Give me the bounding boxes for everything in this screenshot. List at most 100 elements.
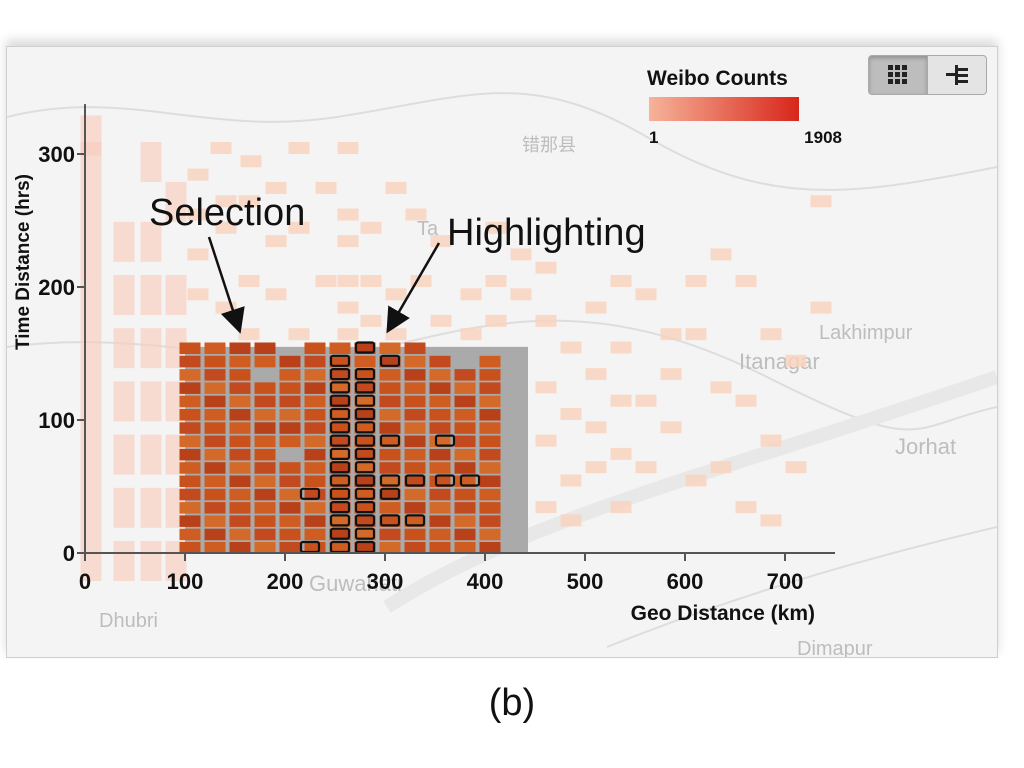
selected-heatmap-cell xyxy=(354,395,376,408)
legend-min-label: 1 xyxy=(649,128,658,147)
y-tick-label: 200 xyxy=(38,275,75,300)
faded-heatmap-cell xyxy=(288,142,310,154)
faded-heatmap-cell xyxy=(337,235,359,248)
selected-heatmap-cell xyxy=(354,475,376,487)
faded-heatmap-cell xyxy=(337,208,359,221)
highlighted-bin xyxy=(329,394,351,407)
selected-heatmap-cell xyxy=(329,515,351,527)
selected-heatmap-cell xyxy=(379,369,401,381)
selected-heatmap-cell xyxy=(404,435,426,448)
faded-heatmap-cell xyxy=(585,461,607,474)
selected-heatmap-cell xyxy=(379,515,401,527)
faded-heatmap-cell xyxy=(760,434,782,447)
selected-heatmap-cell xyxy=(379,475,401,487)
selected-heatmap-cell xyxy=(354,515,376,527)
selected-heatmap-cell xyxy=(354,448,376,461)
faded-heatmap-cell xyxy=(360,275,382,287)
faded-heatmap-cell xyxy=(710,381,732,394)
faded-heatmap-cell xyxy=(238,328,260,341)
highlighted-bin xyxy=(354,368,376,381)
faded-heatmap-cell xyxy=(430,235,452,248)
selected-heatmap-cell xyxy=(229,355,251,368)
faded-heatmap-cell xyxy=(80,341,102,382)
selected-heatmap-cell xyxy=(229,395,251,408)
selected-heatmap-cell xyxy=(279,515,301,527)
faded-heatmap-cell xyxy=(215,195,237,208)
grid-view-button[interactable] xyxy=(869,56,927,94)
selected-heatmap-cell xyxy=(179,542,201,554)
selected-heatmap-cell xyxy=(404,409,426,421)
selected-heatmap-cell xyxy=(179,462,201,474)
selected-heatmap-cell xyxy=(404,475,426,487)
selection-annotation: Selection xyxy=(149,192,305,234)
selected-heatmap-cell xyxy=(354,382,376,394)
time-geo-heatmap[interactable]: 错那县 Ta Lakhimpur Itanagar Jorhat Guwahati Dhub… xyxy=(7,47,997,657)
selected-heatmap-cell xyxy=(254,515,276,527)
highlighted-bin xyxy=(299,487,321,500)
faded-heatmap-cell xyxy=(485,275,507,287)
selected-heatmap-cell xyxy=(304,409,326,421)
faded-heatmap-cell xyxy=(485,221,507,234)
selected-heatmap-cell xyxy=(179,395,201,408)
selected-heatmap-cell xyxy=(204,409,226,421)
selected-heatmap-cell xyxy=(329,462,351,474)
highlighted-bin xyxy=(379,434,401,447)
highlighted-bin xyxy=(329,354,351,367)
selected-heatmap-cell xyxy=(229,409,251,421)
selected-heatmap-cell xyxy=(354,435,376,448)
selected-heatmap-cell xyxy=(354,462,376,474)
selected-heatmap-cell xyxy=(354,502,376,514)
highlighted-bin xyxy=(354,501,376,514)
selected-heatmap-cell xyxy=(329,475,351,487)
selected-heatmap-cell xyxy=(479,422,501,434)
faded-heatmap-cell xyxy=(460,288,482,301)
selected-heatmap-cell xyxy=(429,395,451,408)
selected-heatmap-cell xyxy=(429,488,451,501)
selected-heatmap-cell xyxy=(304,448,326,461)
selected-heatmap-cell xyxy=(479,448,501,461)
y-tick-label: 100 xyxy=(38,408,75,433)
selected-heatmap-cell xyxy=(204,435,226,448)
selected-heatmap-cell xyxy=(404,502,426,514)
selected-heatmap-cell xyxy=(204,515,226,527)
selected-heatmap-cell xyxy=(429,528,451,541)
selected-heatmap-cell xyxy=(329,502,351,514)
selected-heatmap-cell xyxy=(479,462,501,474)
faded-heatmap-cell xyxy=(187,208,209,221)
selected-heatmap-cell xyxy=(229,369,251,381)
selected-heatmap-cell xyxy=(479,475,501,487)
selected-heatmap-cell xyxy=(229,462,251,474)
faded-heatmap-cell xyxy=(535,434,557,447)
map-border-line xyxy=(7,92,997,191)
selected-heatmap-cell xyxy=(229,475,251,487)
faded-heatmap-cell xyxy=(288,328,310,341)
selected-heatmap-cell xyxy=(279,528,301,541)
faded-heatmap-cell xyxy=(610,447,632,460)
tree-view-button[interactable] xyxy=(927,56,986,94)
map-river xyxy=(383,370,997,613)
faded-heatmap-cell xyxy=(560,514,582,527)
faded-heatmap-cell xyxy=(585,421,607,434)
selected-heatmap-cell xyxy=(379,382,401,394)
selected-heatmap-cell xyxy=(229,502,251,514)
faded-heatmap-cell xyxy=(660,328,682,341)
selected-heatmap-cell xyxy=(179,355,201,368)
faded-heatmap-cell xyxy=(405,208,427,221)
map-label: Lakhimpur xyxy=(819,322,913,344)
selected-heatmap-cell xyxy=(204,475,226,487)
highlighted-bin xyxy=(459,474,481,487)
selected-heatmap-cell xyxy=(279,409,301,421)
faded-heatmap-cell xyxy=(635,394,657,407)
faded-heatmap-cell xyxy=(385,181,407,194)
faded-heatmap-cell xyxy=(113,221,135,262)
selected-heatmap-cell xyxy=(404,342,426,354)
selected-heatmap-cell xyxy=(254,475,276,487)
x-tick-label: 200 xyxy=(267,569,304,594)
faded-heatmap-cell xyxy=(810,195,832,208)
faded-heatmap-cell xyxy=(635,288,657,301)
selected-heatmap-cell xyxy=(254,355,276,368)
highlighted-bin xyxy=(329,474,351,487)
selected-heatmap-cell xyxy=(354,342,376,354)
faded-heatmap-cell xyxy=(660,421,682,434)
selected-heatmap-cell xyxy=(354,355,376,368)
